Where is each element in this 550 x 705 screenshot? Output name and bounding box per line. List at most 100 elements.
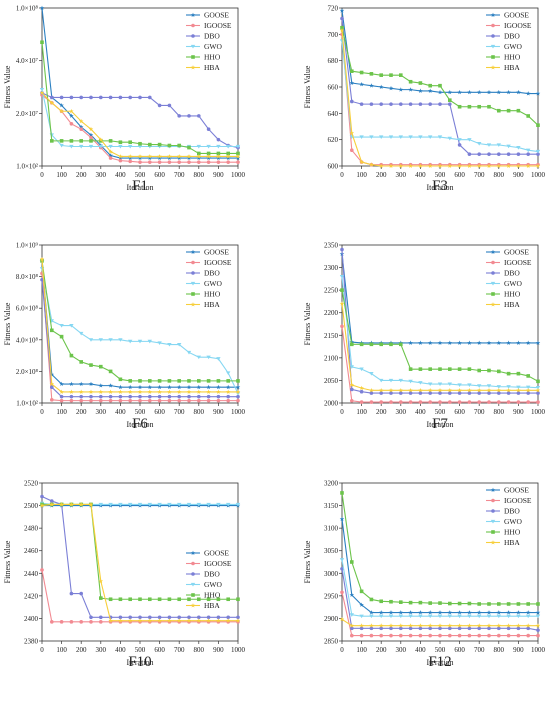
data-point [418,626,423,631]
data-point [340,247,344,252]
data-point [457,387,462,393]
series-HBA [39,502,241,623]
data-point [526,385,531,390]
data-point [167,384,172,390]
data-point [496,623,502,628]
data-point [457,601,462,606]
data-point [369,387,374,393]
data-point [196,144,201,149]
data-point [428,102,433,106]
series-DBO [40,494,240,620]
data-point [428,400,433,404]
x-tick-label: 400 [415,408,426,416]
data-point [167,389,172,394]
data-point [157,154,162,159]
data-point [378,84,384,89]
data-point [235,389,241,394]
data-point [467,152,472,156]
data-point [506,163,511,168]
legend-entry: HBA [504,300,520,309]
data-point [167,103,172,108]
x-tick-label: 600 [454,408,465,416]
y-axis-label: Fitness Value [3,302,12,345]
data-point [176,389,182,394]
legend-marker [491,498,495,503]
data-point [138,394,142,399]
data-point [350,342,354,347]
data-point [49,372,55,377]
data-point [359,135,364,140]
data-point [457,391,462,395]
data-point [216,384,221,390]
data-point [157,155,162,161]
data-point [428,367,432,371]
data-point [206,502,211,507]
data-point [486,384,492,388]
data-point [457,623,462,628]
data-point [69,144,74,149]
data-point [350,99,354,104]
data-point [128,159,132,164]
x-tick-label: 600 [454,646,465,654]
data-point [369,626,374,631]
data-point [226,151,230,156]
series-HBA [339,27,541,168]
data-point [408,135,413,140]
data-point [516,614,521,619]
y-tick-label: 2.0×10⁸ [16,368,39,376]
data-point [236,160,240,164]
data-point [128,615,132,620]
data-point [137,389,143,394]
data-point [536,633,540,638]
data-point [457,89,462,95]
data-point [216,502,221,507]
legend-entry: HBA [204,63,220,72]
data-point [389,391,393,395]
data-point [359,626,364,631]
data-point [487,391,491,395]
data-point [147,155,153,161]
x-tick-label: 100 [56,171,67,179]
data-point [379,614,384,619]
x-tick-label: 1000 [531,408,546,416]
data-point [467,89,472,95]
data-point [408,102,413,106]
data-point [496,614,501,619]
legend-entry: HBA [204,300,220,309]
data-point [497,602,501,606]
data-point [206,151,211,156]
x-tick-label: 100 [56,408,67,416]
data-point [177,160,181,164]
legend-entry: HHO [204,290,221,299]
data-point [49,502,55,507]
data-point [50,139,54,143]
data-point [177,379,181,383]
series-GWO [339,275,541,390]
data-point [79,620,83,624]
data-point [389,73,393,77]
data-point [369,342,374,347]
series-HBA [339,301,541,393]
data-point [187,597,191,602]
data-point [177,398,181,403]
data-point [467,104,472,109]
data-point [418,614,423,619]
data-point [477,391,482,395]
data-point [340,25,344,30]
data-point [197,160,201,164]
x-axis-label: Iteration [426,658,453,667]
data-point [516,145,521,150]
data-point [128,95,132,100]
data-point [525,610,531,615]
data-point [457,340,462,345]
data-point [398,610,404,615]
data-point [350,398,354,403]
data-point [187,114,191,118]
x-tick-label: 500 [135,646,146,654]
data-point [457,143,462,147]
data-point [148,398,152,403]
data-point [448,626,452,631]
y-tick-label: 8.0×10⁸ [16,273,39,281]
data-point [477,633,482,638]
data-point [108,153,113,158]
